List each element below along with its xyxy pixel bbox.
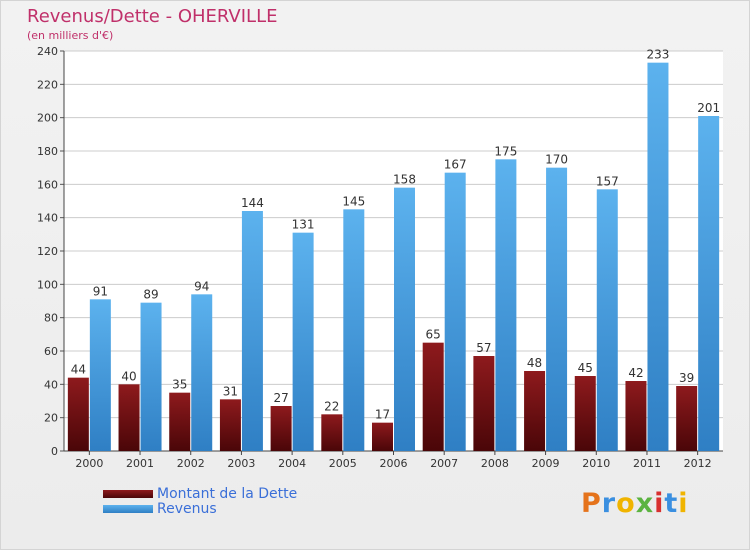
data-label-dette: 39 xyxy=(679,371,694,385)
y-tick-label: 100 xyxy=(37,278,58,291)
x-tick-label: 2008 xyxy=(481,457,509,470)
data-label-revenus: 131 xyxy=(292,218,315,232)
data-label-dette: 27 xyxy=(273,391,288,405)
bar-revenus xyxy=(495,159,517,452)
bar-revenus xyxy=(647,62,669,452)
bar-dette xyxy=(574,376,596,451)
bar-dette xyxy=(372,422,393,451)
data-label-dette: 48 xyxy=(527,356,542,370)
bar-dette xyxy=(270,406,292,451)
bar-revenus xyxy=(444,172,466,451)
bar-revenus xyxy=(343,209,365,451)
y-tick-label: 220 xyxy=(37,78,58,91)
y-tick-label: 140 xyxy=(37,212,58,225)
x-tick-label: 2009 xyxy=(532,457,560,470)
bar-dette xyxy=(67,377,89,451)
bar-dette xyxy=(676,386,698,451)
data-label-dette: 65 xyxy=(426,328,441,342)
x-tick-label: 2012 xyxy=(684,457,712,470)
data-label-dette: 45 xyxy=(578,361,593,375)
legend-swatch-revenus xyxy=(103,505,153,513)
bar-revenus xyxy=(596,189,618,452)
bar-revenus xyxy=(241,211,263,451)
data-label-revenus: 170 xyxy=(545,153,568,167)
bar-revenus xyxy=(394,187,415,451)
data-label-revenus: 94 xyxy=(194,279,209,293)
x-tick-label: 2006 xyxy=(380,457,408,470)
x-tick-label: 2007 xyxy=(430,457,458,470)
y-tick-label: 60 xyxy=(44,345,58,358)
bar-revenus xyxy=(698,116,720,451)
y-tick-label: 120 xyxy=(37,245,58,258)
data-label-dette: 22 xyxy=(324,399,339,413)
bar-dette xyxy=(219,399,241,451)
bar-dette xyxy=(321,414,343,451)
data-label-revenus: 145 xyxy=(342,194,365,208)
legend-swatch-dette xyxy=(103,490,153,498)
data-label-revenus: 91 xyxy=(93,284,108,298)
x-tick-label: 2003 xyxy=(227,457,255,470)
data-label-dette: 31 xyxy=(223,384,238,398)
bar-revenus xyxy=(140,302,162,451)
x-tick-label: 2000 xyxy=(75,457,103,470)
x-tick-label: 2011 xyxy=(633,457,661,470)
bar-dette xyxy=(118,384,140,451)
proxiti-logo: Proxiti xyxy=(581,488,689,519)
data-label-dette: 42 xyxy=(628,366,643,380)
bar-dette xyxy=(473,356,495,451)
legend-label-dette: Montant de la Dette xyxy=(157,486,298,502)
y-tick-label: 40 xyxy=(44,378,58,391)
data-label-dette: 57 xyxy=(476,341,491,355)
data-label-revenus: 175 xyxy=(494,144,517,158)
y-tick-label: 180 xyxy=(37,145,58,158)
y-tick-label: 20 xyxy=(44,412,58,425)
data-label-dette: 40 xyxy=(121,369,136,383)
bar-revenus xyxy=(89,299,111,451)
x-tick-label: 2002 xyxy=(177,457,205,470)
data-label-dette: 44 xyxy=(71,363,86,377)
data-label-revenus: 157 xyxy=(596,174,619,188)
data-label-dette: 17 xyxy=(375,408,390,422)
data-label-dette: 35 xyxy=(172,378,187,392)
data-label-revenus: 158 xyxy=(393,173,416,187)
bar-dette xyxy=(169,392,191,451)
y-tick-label: 200 xyxy=(37,112,58,125)
x-tick-label: 2005 xyxy=(329,457,357,470)
y-tick-label: 240 xyxy=(37,45,58,58)
data-label-revenus: 167 xyxy=(444,158,467,172)
data-label-revenus: 201 xyxy=(697,101,720,115)
data-label-revenus: 89 xyxy=(143,288,158,302)
x-tick-label: 2001 xyxy=(126,457,154,470)
y-tick-label: 0 xyxy=(51,445,58,458)
bar-revenus xyxy=(546,167,568,451)
chart-title: Revenus/Dette - OHERVILLE xyxy=(27,6,278,27)
y-tick-label: 160 xyxy=(37,178,58,191)
y-tick-label: 80 xyxy=(44,312,58,325)
legend-label-revenus: Revenus xyxy=(157,501,217,517)
data-label-revenus: 233 xyxy=(647,48,670,62)
x-tick-label: 2004 xyxy=(278,457,306,470)
bar-dette xyxy=(524,371,546,451)
bar-dette xyxy=(422,342,444,451)
x-tick-label: 2010 xyxy=(582,457,610,470)
bar-revenus xyxy=(191,294,213,451)
chart-subtitle: (en milliers d'€) xyxy=(27,29,114,42)
bar-dette xyxy=(625,381,647,451)
data-label-revenus: 144 xyxy=(241,196,264,210)
bar-revenus xyxy=(292,232,314,451)
